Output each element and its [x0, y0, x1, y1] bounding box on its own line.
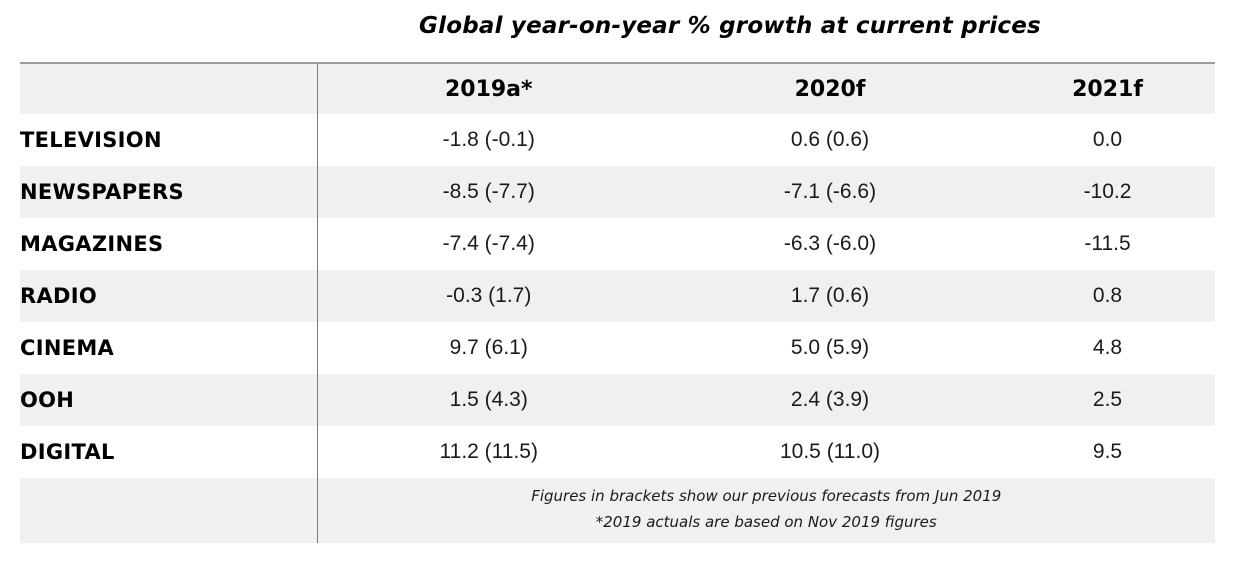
row-label: CINEMA	[20, 322, 318, 374]
row-label: OOH	[20, 374, 318, 426]
value-cell: 9.5	[1092, 440, 1123, 463]
value-cell: 1.5 (4.3)	[449, 388, 528, 411]
corner-cell	[20, 63, 318, 114]
row-label: NEWSPAPERS	[20, 166, 318, 218]
column-header-2021f: 2021f	[1000, 63, 1215, 114]
value-cell: -1.8 (-0.1)	[442, 128, 535, 151]
header-row: 2019a* 2020f 2021f	[20, 63, 1215, 114]
figure-title: Global year-on-year % growth at current …	[419, 13, 1041, 39]
growth-table: 2019a* 2020f 2021f TELEVISION -1.8 (-0.1…	[20, 62, 1215, 543]
table-row-cinema: CINEMA 9.7 (6.1) 5.0 (5.9) 4.8	[20, 322, 1215, 374]
footnote-cell: Figures in brackets show our previous fo…	[317, 478, 1215, 543]
value-cell: 5.0 (5.9)	[790, 336, 870, 359]
value-cell: 10.5 (11.0)	[779, 440, 880, 463]
row-label: TELEVISION	[20, 114, 318, 166]
row-label: MAGAZINES	[20, 218, 318, 270]
column-header-2020f: 2020f	[660, 63, 1000, 114]
value-cell: 0.8	[1092, 284, 1123, 307]
value-cell: 11.2 (11.5)	[439, 440, 538, 463]
value-cell: -7.4 (-7.4)	[442, 232, 535, 255]
table-row-newspapers: NEWSPAPERS -8.5 (-7.7) -7.1 (-6.6) -10.2	[20, 166, 1215, 218]
table-row-ooh: OOH 1.5 (4.3) 2.4 (3.9) 2.5	[20, 374, 1215, 426]
table-row-magazines: MAGAZINES -7.4 (-7.4) -6.3 (-6.0) -11.5	[20, 218, 1215, 270]
value-cell: 0.6 (0.6)	[790, 128, 870, 151]
value-cell: -11.5	[1084, 232, 1131, 255]
value-cell: 2.5	[1092, 388, 1123, 411]
value-cell: 4.8	[1092, 336, 1123, 359]
footnote-row: Figures in brackets show our previous fo…	[20, 478, 1215, 543]
value-cell: -10.2	[1083, 180, 1132, 203]
table-row-digital: DIGITAL 11.2 (11.5) 10.5 (11.0) 9.5	[20, 426, 1215, 478]
row-label: RADIO	[20, 270, 318, 322]
footnote-line-brackets: Figures in brackets show our previous fo…	[531, 487, 1002, 505]
value-cell: 9.7 (6.1)	[449, 336, 528, 359]
footnote-spacer-cell	[20, 478, 318, 543]
value-cell: -7.1 (-6.6)	[783, 180, 877, 203]
column-header-2019a: 2019a*	[317, 63, 660, 114]
value-cell: 2.4 (3.9)	[790, 388, 870, 411]
footnote-line-actuals: *2019 actuals are based on Nov 2019 figu…	[595, 513, 937, 531]
value-cell: -6.3 (-6.0)	[783, 232, 877, 255]
row-label: DIGITAL	[20, 426, 318, 478]
table-row-television: TELEVISION -1.8 (-0.1) 0.6 (0.6) 0.0	[20, 114, 1215, 166]
value-cell: -8.5 (-7.7)	[442, 180, 535, 203]
value-cell: 1.7 (0.6)	[790, 284, 870, 307]
value-cell: -0.3 (1.7)	[446, 284, 532, 307]
table-row-radio: RADIO -0.3 (1.7) 1.7 (0.6) 0.8	[20, 270, 1215, 322]
value-cell: 0.0	[1092, 128, 1123, 151]
